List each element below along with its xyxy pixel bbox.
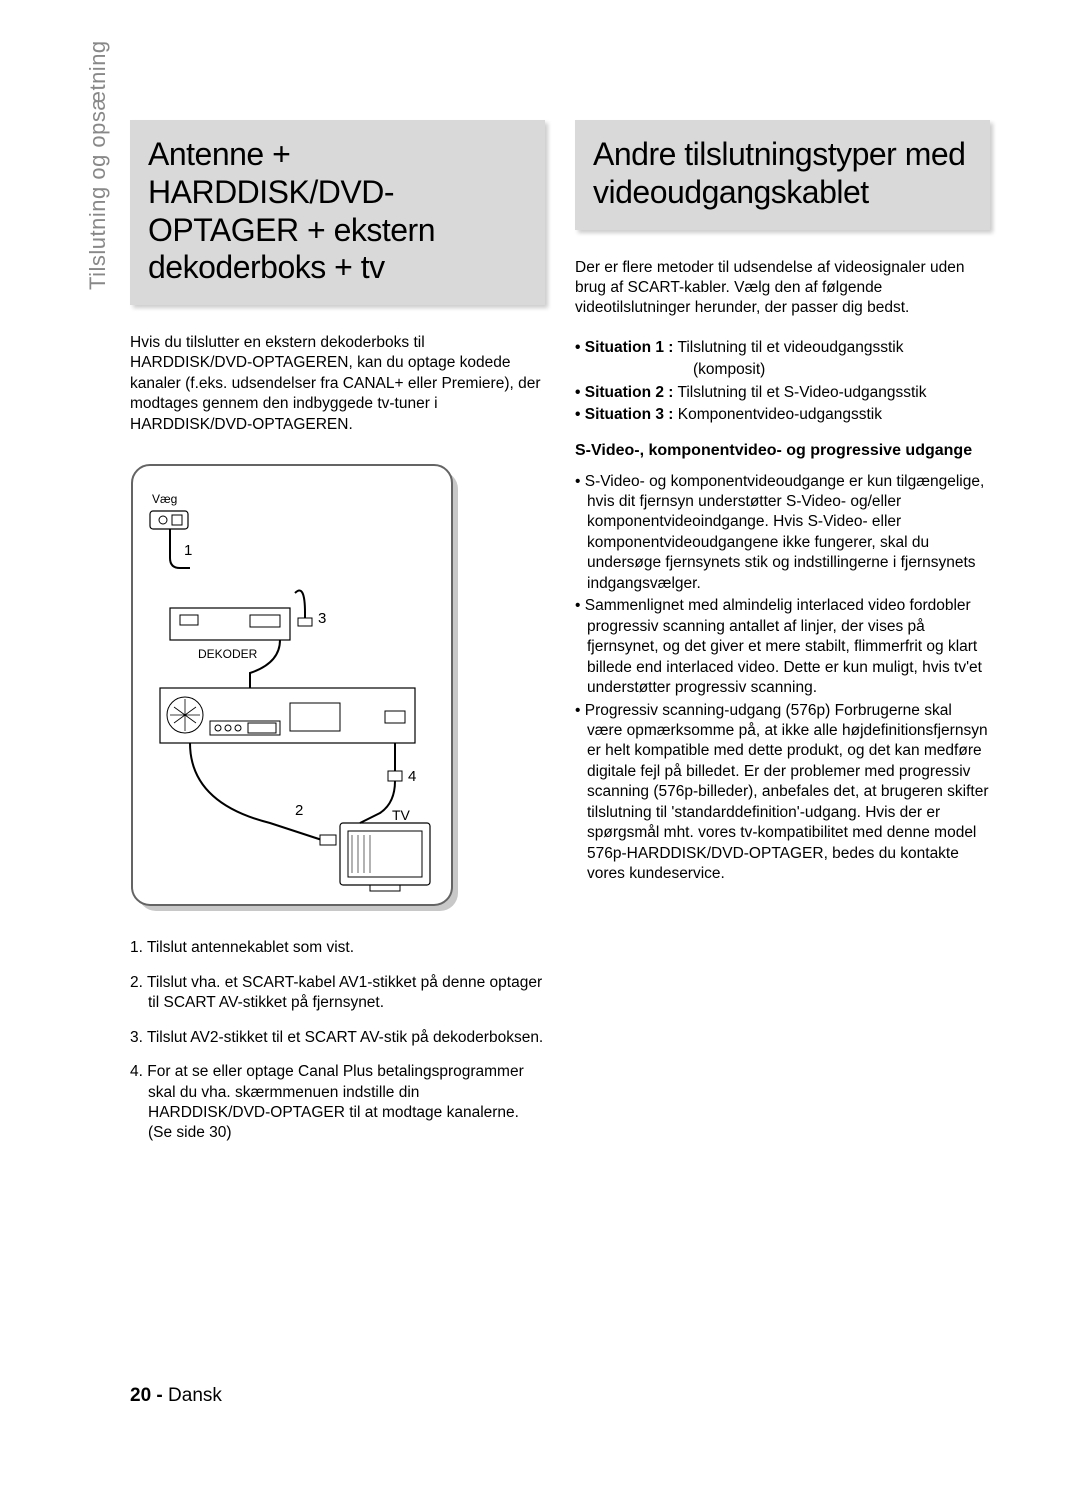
situation-item: • Situation 1 : Tilslutning til et video… (575, 337, 990, 359)
bullet-item: • Sammenlignet med almindelig interlaced… (575, 596, 990, 698)
bullet-item: • Progressiv scanning-udgang (576p) Forb… (575, 701, 990, 885)
situation-text: Tilslutning til et videoudgangsstik (673, 339, 903, 356)
section-tab-label: Tilslutning og opsætning (85, 40, 111, 290)
step-item: 4. For at se eller optage Canal Plus bet… (130, 1062, 545, 1144)
right-heading: Andre tilslutningstyper med videoudgangs… (593, 136, 972, 212)
diagram-callout-3: 3 (318, 610, 326, 627)
left-heading-box: Antenne + HARDDISK/DVD-OPTAGER + ekstern… (130, 120, 545, 305)
right-intro-paragraph: Der er flere metoder til udsendelse af v… (575, 258, 990, 319)
diagram-callout-4: 4 (408, 768, 416, 785)
diagram-decoder-label: DEKODER (198, 647, 258, 661)
page-number: 20 - (130, 1385, 163, 1406)
steps-list: 1. Tilslut antennekablet som vist. 2. Ti… (130, 938, 545, 1144)
situation-label: • Situation 2 : (575, 384, 673, 401)
situation-item: • Situation 2 : Tilslutning til et S-Vid… (575, 382, 990, 404)
right-heading-box: Andre tilslutningstyper med videoudgangs… (575, 120, 990, 230)
step-item: 3. Tilslut AV2-stikket til et SCART AV-s… (130, 1028, 545, 1048)
situation-label: • Situation 3 : (575, 406, 673, 423)
step-item: 1. Tilslut antennekablet som vist. (130, 938, 545, 958)
situation-item: • Situation 3 : Komponentvideo-udgangsst… (575, 404, 990, 426)
sub-heading: S-Video-, komponentvideo- og progressive… (575, 441, 990, 462)
page-language: Dansk (163, 1385, 222, 1406)
right-column: Andre tilslutningstyper med videoudgangs… (575, 120, 990, 1158)
left-column: Antenne + HARDDISK/DVD-OPTAGER + ekstern… (130, 120, 545, 1158)
diagram-tv-label: TV (392, 807, 411, 823)
situation-list: • Situation 1 : Tilslutning til et video… (575, 337, 990, 427)
bullet-item: • S-Video- og komponentvideoudgange er k… (575, 472, 990, 595)
page-footer: 20 - Dansk (130, 1385, 222, 1407)
bullet-list: • S-Video- og komponentvideoudgange er k… (575, 472, 990, 885)
manual-page: Tilslutning og opsætning Antenne + HARDD… (0, 0, 1080, 1487)
connection-diagram: Væg 1 DEKODER 3 (130, 463, 460, 913)
two-column-layout: Antenne + HARDDISK/DVD-OPTAGER + ekstern… (130, 120, 990, 1158)
situation-text: Tilslutning til et S-Video-udgangsstik (673, 384, 926, 401)
step-item: 2. Tilslut vha. et SCART-kabel AV1-stikk… (130, 973, 545, 1014)
situation-text: Komponentvideo-udgangsstik (673, 406, 882, 423)
left-intro-paragraph: Hvis du tilslutter en ekstern dekoderbok… (130, 333, 545, 435)
situation-sub: (komposit) (575, 359, 990, 381)
left-heading: Antenne + HARDDISK/DVD-OPTAGER + ekstern… (148, 136, 527, 287)
diagram-wall-label: Væg (152, 492, 177, 506)
diagram-callout-1: 1 (184, 542, 192, 559)
diagram-callout-2: 2 (295, 802, 303, 819)
situation-label: • Situation 1 : (575, 339, 673, 356)
